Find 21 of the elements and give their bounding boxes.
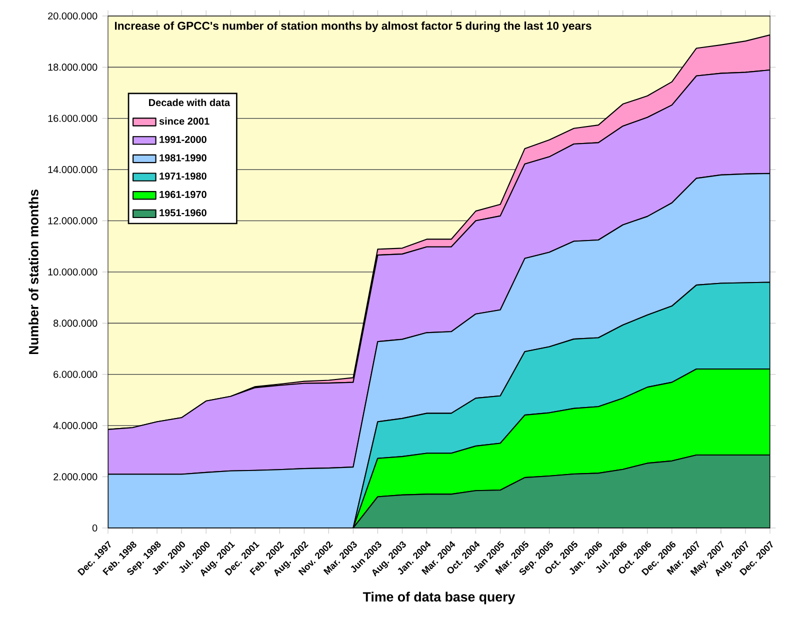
legend-label: 1971-1980 — [160, 172, 206, 180]
y-tick-label: 10.000.000 — [48, 268, 98, 276]
y-tick-label: 0 — [92, 524, 98, 532]
x-axis-title: Time of data base query — [362, 592, 516, 604]
legend-label: 1951-1960 — [160, 209, 206, 216]
y-tick-label: 18.000.000 — [48, 64, 98, 71]
y-axis-title: Number of station months — [28, 190, 38, 354]
y-tick-label: 12.000.000 — [48, 217, 98, 224]
legend-label: 1961-1970 — [160, 190, 206, 198]
legend-label: 1991-2000 — [160, 136, 206, 144]
y-tick-label: 2.000.000 — [54, 473, 98, 480]
legend-title: Decade with data — [149, 98, 230, 106]
y-tick-label: 16.000.000 — [48, 114, 98, 122]
legend-label: 1981-1990 — [160, 154, 206, 162]
annotation: Increase of GPCC's number of station months by almost factor 5 during the last 10 years — [115, 21, 592, 32]
y-tick-label: 14.000.000 — [48, 166, 98, 174]
y-tick-label: 6.000.000 — [54, 370, 98, 378]
y-tick-label: 8.000.000 — [54, 320, 98, 327]
y-tick-label: 20.000.000 — [48, 12, 98, 20]
legend-label: since 2001 — [159, 117, 210, 125]
y-tick-label: 4.000.000 — [53, 422, 98, 430]
